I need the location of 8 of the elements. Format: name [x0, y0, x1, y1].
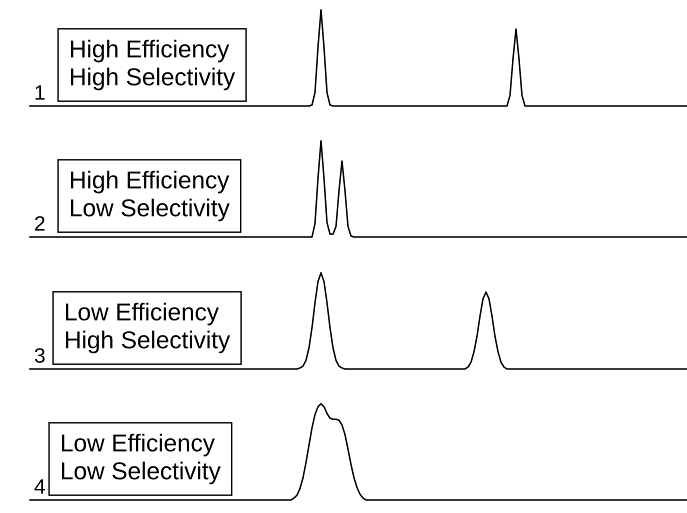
annotation: 4 — [34, 479, 45, 494]
annotation: Low Efficiency Low Selectivity — [62, 434, 221, 484]
annotation: Low Efficiency High Selectivity — [66, 302, 230, 354]
annotation: 1 — [36, 85, 45, 100]
annotation: High Efficiency High Selectivity — [70, 40, 236, 90]
annotation: 3 — [34, 348, 45, 363]
annotation: 2 — [35, 216, 45, 231]
annotation: High Efficiency Low Selectivity — [70, 170, 230, 222]
